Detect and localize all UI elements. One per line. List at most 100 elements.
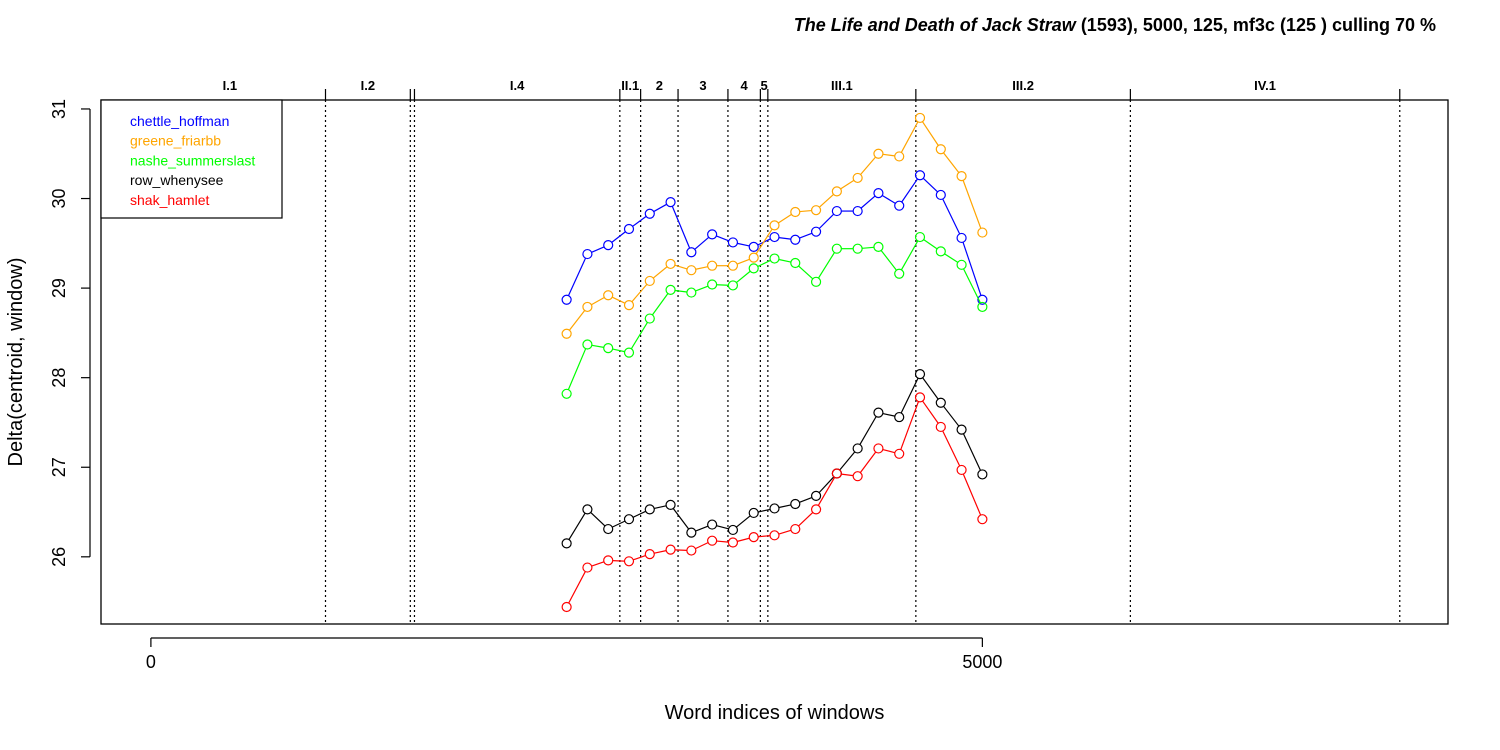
data-point <box>956 464 967 476</box>
series-line-segment <box>900 377 919 414</box>
data-point <box>582 301 593 313</box>
data-point <box>707 260 718 271</box>
series-line-segment <box>632 215 647 227</box>
series-line-segment <box>901 178 918 203</box>
series-line-segment <box>630 322 648 350</box>
series-line-segment <box>859 451 877 473</box>
data-point <box>935 421 946 433</box>
data-point <box>831 186 842 197</box>
data-point <box>561 538 572 549</box>
data-point <box>644 504 655 515</box>
data-point <box>561 294 572 305</box>
series-line-segment <box>591 344 604 348</box>
data-point <box>914 392 926 403</box>
data-point <box>603 523 614 535</box>
data-point <box>623 556 635 567</box>
scene-label: I.4 <box>510 78 525 93</box>
data-point <box>582 504 593 515</box>
series-line-segment <box>881 194 896 204</box>
y-axis-label: Delta(centroid, window) <box>5 258 27 467</box>
data-point <box>977 227 988 238</box>
series-line-segment <box>695 266 708 270</box>
series-line-segment <box>963 268 981 304</box>
data-point <box>561 388 572 399</box>
series-shak_hamlet <box>561 392 988 613</box>
data-point <box>623 300 635 311</box>
y-tick-label: 31 <box>49 99 69 119</box>
scene-label: III.1 <box>831 78 853 93</box>
series-line-segment <box>817 477 836 506</box>
series-chettle_hoffman <box>561 170 988 305</box>
series-line-segment <box>818 213 835 229</box>
data-point <box>665 258 676 270</box>
data-point <box>852 205 863 217</box>
chart-title: The Life and Death of Jack Straw (1593),… <box>794 15 1436 35</box>
series-line-segment <box>778 504 792 509</box>
data-point <box>603 240 614 251</box>
series-line-segment <box>943 405 960 427</box>
data-point <box>686 247 697 258</box>
axes: 0 5000 26 27 28 29 30 31 <box>49 99 1002 672</box>
series-line-segment <box>922 377 939 400</box>
data-point <box>582 339 593 350</box>
series-row_whenysee <box>561 368 988 549</box>
data-point <box>727 524 739 536</box>
data-point <box>686 265 697 276</box>
data-point <box>790 523 801 535</box>
series-line-segment <box>922 177 938 193</box>
scene-label: 3 <box>699 78 706 93</box>
series-line-segment <box>567 348 587 390</box>
series-line-segment <box>777 213 792 224</box>
series-line-segment <box>737 242 750 247</box>
series-line-segment <box>590 512 606 527</box>
data-point <box>935 144 946 155</box>
data-point <box>914 170 926 181</box>
series-line-segment <box>633 555 646 561</box>
data-point <box>582 562 593 573</box>
plot-frame <box>100 99 1449 625</box>
data-point <box>748 532 759 543</box>
data-point <box>852 243 863 254</box>
data-point <box>894 411 905 423</box>
data-point <box>810 276 822 287</box>
data-point <box>852 471 863 482</box>
chart-title-italic: The Life and Death of Jack Straw <box>794 15 1077 35</box>
data-point <box>790 234 801 245</box>
series-line-segment <box>882 153 895 157</box>
series-line-segment <box>736 270 751 284</box>
series-line-segment <box>922 400 939 424</box>
series-line-segment <box>962 433 982 471</box>
data-point <box>561 601 572 613</box>
series-line-segment <box>862 246 875 249</box>
data-point <box>831 205 842 217</box>
data-point <box>707 229 718 240</box>
data-point <box>686 527 697 538</box>
data-point <box>810 490 822 502</box>
legend-entry: row_whenysee <box>130 172 224 188</box>
data-point <box>748 507 759 519</box>
data-point <box>707 535 718 546</box>
series-line-segment <box>819 193 834 208</box>
series-line-segment <box>860 156 876 175</box>
series-line-segment <box>882 412 895 417</box>
series-line-segment <box>612 348 625 353</box>
scene-label: III.2 <box>1012 78 1034 93</box>
series-line-segment <box>716 284 729 286</box>
series-line-segment <box>778 529 792 535</box>
series-line-segment <box>651 293 669 316</box>
data-point <box>769 530 780 541</box>
series-line-segment <box>737 537 750 542</box>
data-point <box>894 268 905 279</box>
data-point <box>831 243 842 254</box>
series-line-segment <box>923 239 938 250</box>
data-point <box>727 280 739 291</box>
data-point <box>852 443 863 454</box>
series-line-segment <box>591 561 605 567</box>
data-point <box>956 232 967 244</box>
series-line-segment <box>694 236 710 250</box>
legend-entry: chettle_hoffman <box>130 113 229 129</box>
series-line-segment <box>695 285 709 292</box>
series-line-segment <box>962 473 982 516</box>
x-tick-label: 5000 <box>962 652 1002 672</box>
data-point <box>665 499 676 510</box>
